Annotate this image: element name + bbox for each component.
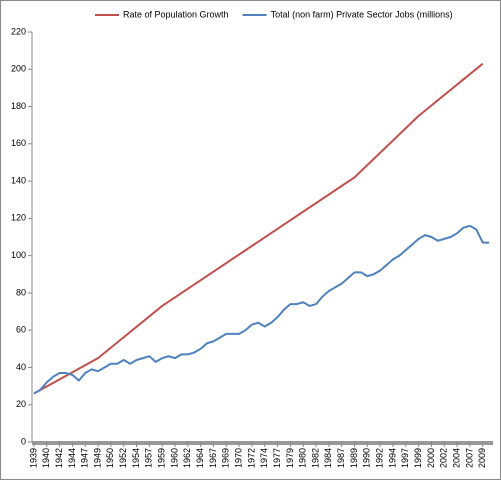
x-tick-label: 1962 <box>182 448 192 468</box>
x-tick-label: 1994 <box>387 448 397 468</box>
x-tick-label: 1950 <box>105 448 115 468</box>
y-tick-label: 40 <box>16 362 26 372</box>
x-tick-label: 1957 <box>144 448 154 468</box>
x-tick-label: 1984 <box>323 448 333 468</box>
x-tick-label: 1992 <box>375 448 385 468</box>
x-tick-label: 2009 <box>477 448 487 468</box>
x-tick-label: 2004 <box>451 448 461 468</box>
y-tick-label: 0 <box>21 436 26 446</box>
x-tick-label: 1987 <box>336 448 346 468</box>
legend-label: Rate of Population Growth <box>123 9 229 19</box>
x-tick-label: 1999 <box>413 448 423 468</box>
x-axis <box>32 441 493 445</box>
y-tick-label: 60 <box>16 325 26 335</box>
y-tick-label: 220 <box>11 26 26 36</box>
x-tick-label: 1949 <box>92 448 102 468</box>
y-tick-label: 140 <box>11 175 26 185</box>
x-tick-label: 1960 <box>169 448 179 468</box>
x-tick-label: 2002 <box>439 448 449 468</box>
legend-label: Total (non farm) Private Sector Jobs (mi… <box>271 9 453 19</box>
x-tick-label: 1952 <box>118 448 128 468</box>
y-tick-label: 20 <box>16 399 26 409</box>
x-tick-label: 1977 <box>272 448 282 468</box>
y-tick-label: 180 <box>11 101 26 111</box>
x-tick-label: 1967 <box>208 448 218 468</box>
x-tick-label: 1947 <box>80 448 90 468</box>
x-tick-label: 2007 <box>464 448 474 468</box>
y-tick-label: 100 <box>11 250 26 260</box>
x-tick-label: 1974 <box>259 448 269 468</box>
series-line <box>33 224 490 395</box>
x-tick-label: 1940 <box>41 448 51 468</box>
x-tick-label: 1979 <box>285 448 295 468</box>
x-tick-label: 1964 <box>195 448 205 468</box>
x-tick-label: 1972 <box>246 448 256 468</box>
y-tick-label: 120 <box>11 213 26 223</box>
y-tick-label: 80 <box>16 287 26 297</box>
y-tick-label: 200 <box>11 64 26 74</box>
x-tick-label: 1970 <box>233 448 243 468</box>
x-tick-label: 1954 <box>131 448 141 468</box>
x-tick-label: 2000 <box>426 448 436 468</box>
x-tick-label: 1989 <box>349 448 359 468</box>
x-tick-label: 1982 <box>310 448 320 468</box>
x-tick-label: 1969 <box>221 448 231 468</box>
x-tick-label: 1980 <box>298 448 308 468</box>
series-line <box>33 62 484 395</box>
x-tick-label: 1942 <box>54 448 64 468</box>
y-tick-label: 160 <box>11 138 26 148</box>
x-tick-label: 1944 <box>67 448 77 468</box>
x-tick-label: 1939 <box>28 448 38 468</box>
x-tick-label: 1959 <box>157 448 167 468</box>
x-tick-label: 1990 <box>362 448 372 468</box>
x-tick-label: 1997 <box>400 448 410 468</box>
